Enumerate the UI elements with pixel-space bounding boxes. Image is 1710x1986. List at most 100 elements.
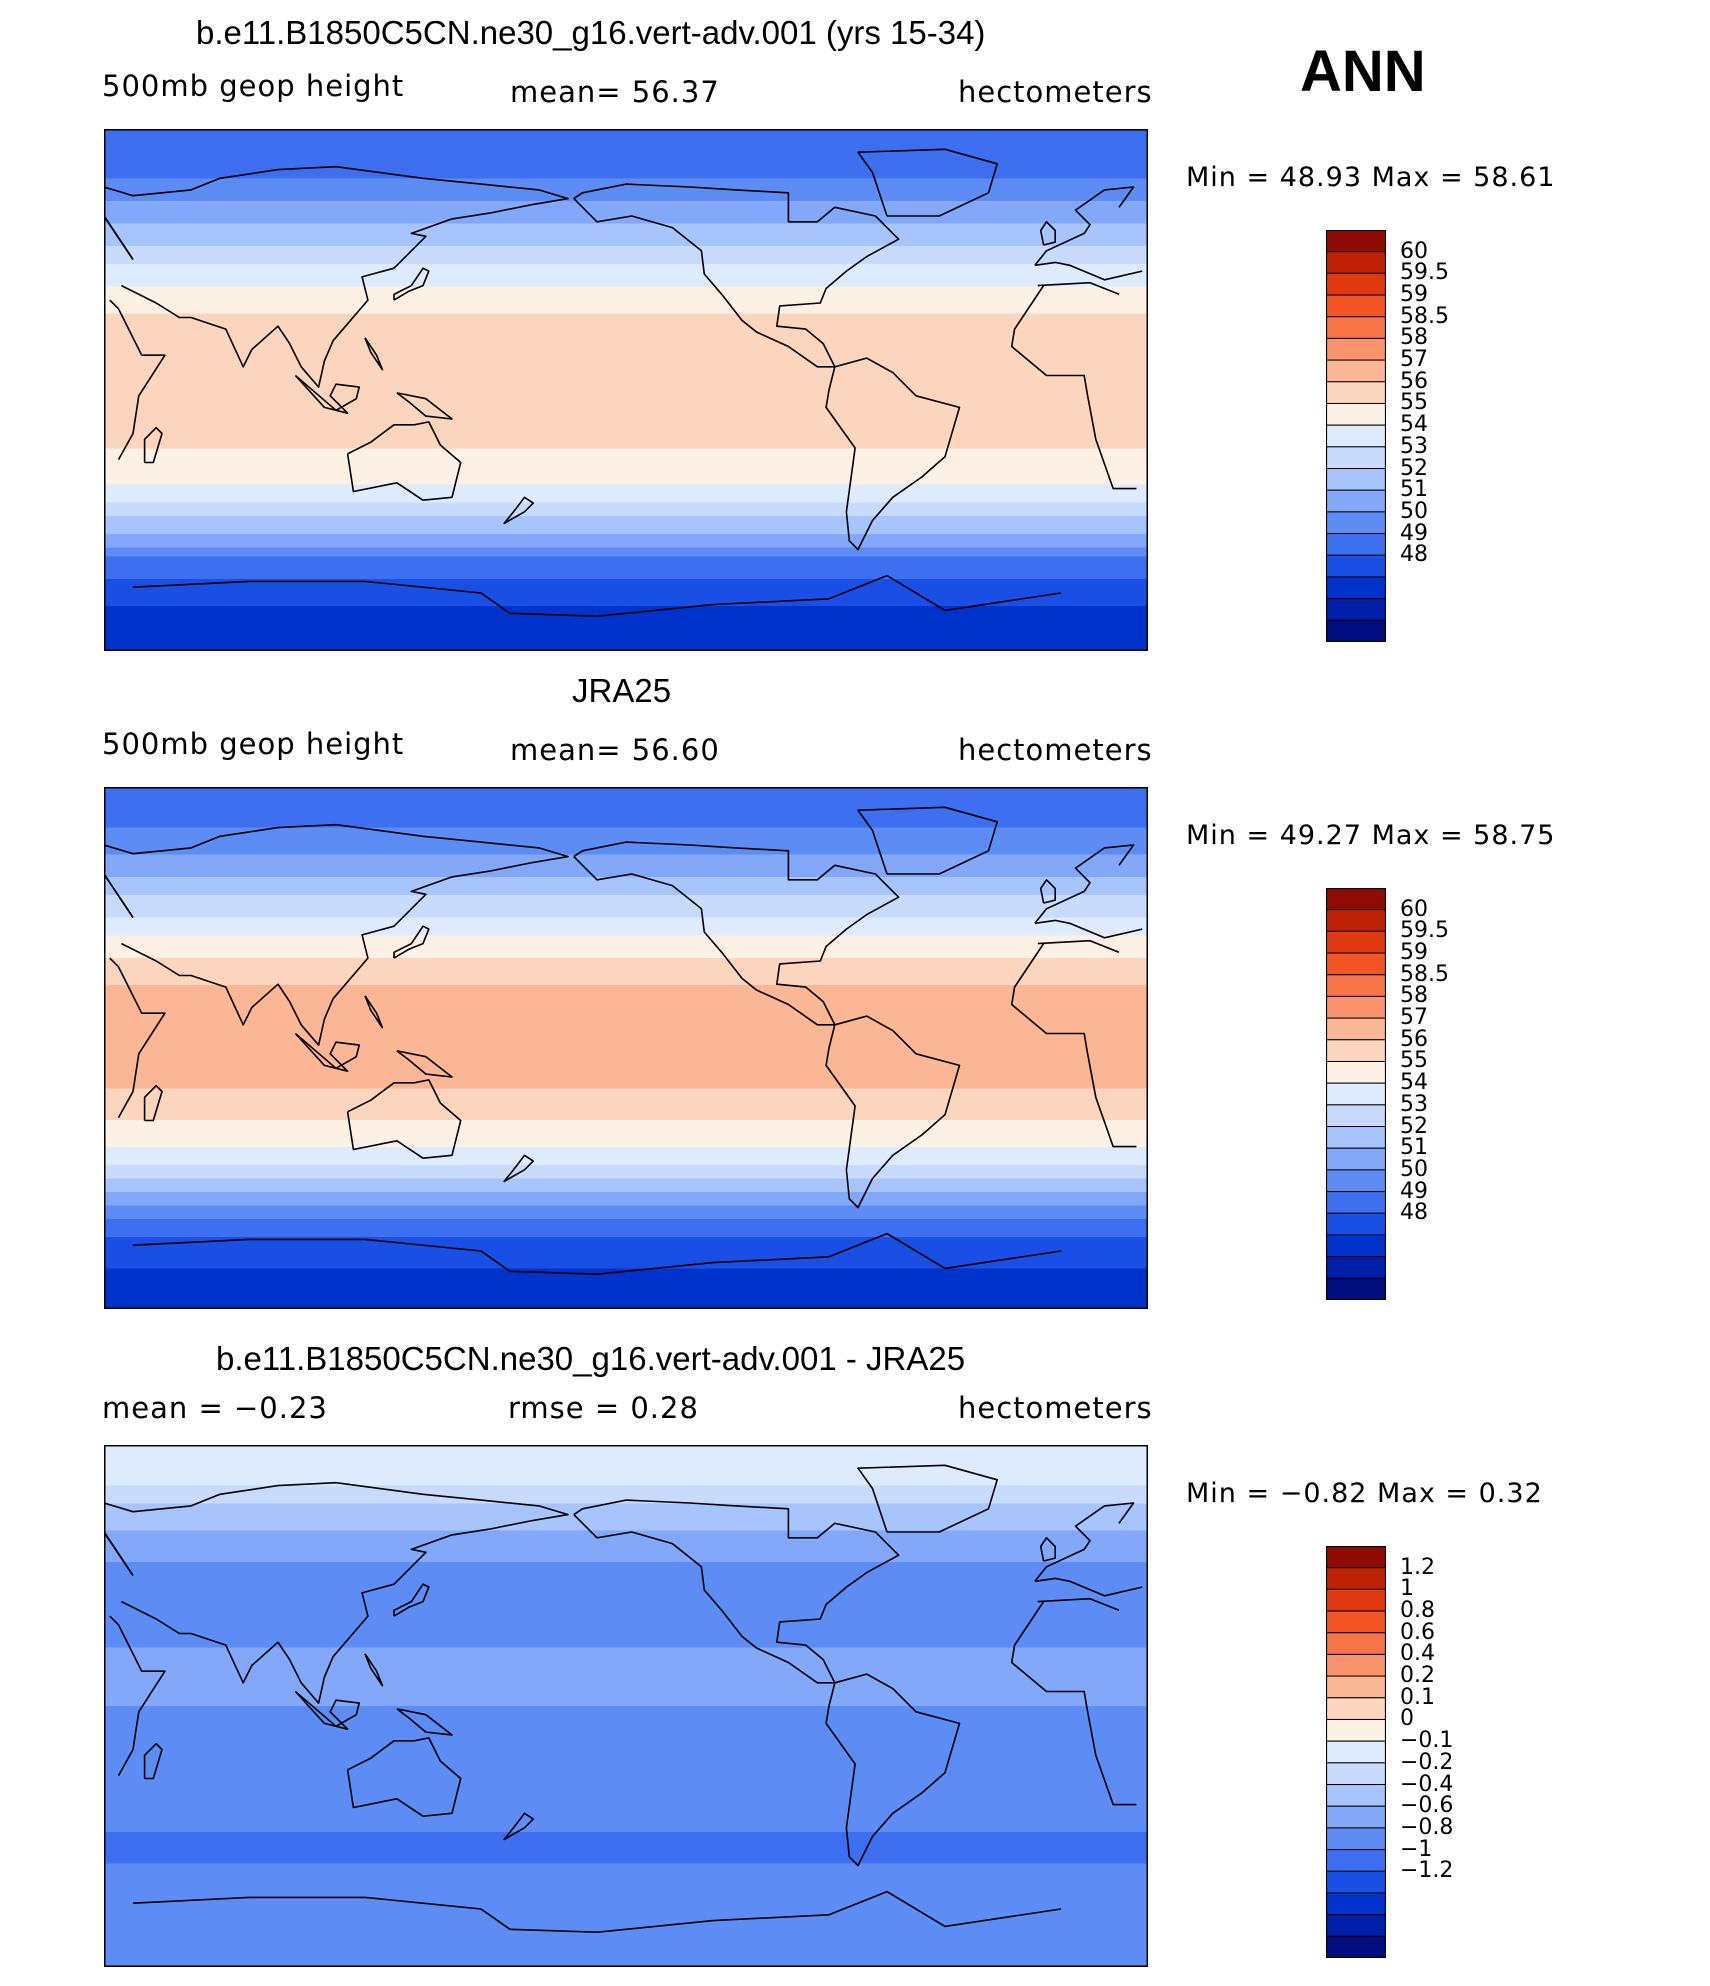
coastline-segment: [1010, 285, 1137, 490]
colorbar-tick-label: 59: [1400, 940, 1428, 966]
contour-band: [104, 935, 1148, 941]
contour-band: [104, 1589, 1148, 1595]
colorbar-box: [1326, 1870, 1386, 1894]
contour-band: [104, 183, 1148, 189]
contour-band: [104, 313, 1148, 319]
contour-band: [104, 1872, 1148, 1878]
contour-map: [104, 129, 1148, 651]
contour-band: [104, 1575, 1148, 1581]
contour-band: [104, 1755, 1148, 1761]
contour-band: [104, 1503, 1148, 1509]
contour-band: [104, 908, 1148, 914]
contour-band: [104, 592, 1148, 598]
contour-band: [104, 944, 1148, 950]
contour-band: [104, 628, 1148, 634]
contour-band: [104, 1458, 1148, 1464]
coastline-namerica: [573, 841, 900, 1026]
contour-band: [104, 1922, 1148, 1928]
coastline-segment: [1037, 281, 1120, 296]
colorbar-box: [1326, 359, 1386, 383]
colorbar-box: [1326, 316, 1386, 339]
contour-band: [104, 1476, 1148, 1482]
contour-band: [104, 1282, 1148, 1288]
contour-band: [104, 1183, 1148, 1189]
colorbar-box: [1326, 1169, 1386, 1193]
contour-band: [104, 1607, 1148, 1613]
colorbar-box: [1326, 1256, 1386, 1279]
coastline-segment: [1039, 1537, 1057, 1562]
contour-band: [104, 1259, 1148, 1265]
colorbar-tick-label: −0.2: [1400, 1749, 1454, 1775]
coastline-segment: [132, 1232, 1062, 1276]
coastline-segment: [104, 823, 569, 1046]
contour-band: [104, 1088, 1148, 1094]
contour-band: [104, 322, 1148, 328]
mean-label: mean= 56.37: [510, 75, 720, 109]
contour-band: [104, 160, 1148, 166]
coastline-australia: [346, 421, 462, 502]
colorbar-tick-label: 53: [1400, 1091, 1428, 1117]
contour-band: [104, 430, 1148, 436]
coastline-segment: [109, 957, 166, 1118]
coastline-japan: [393, 925, 430, 959]
coastline-segment: [573, 183, 900, 368]
colorbar-box: [1326, 619, 1386, 642]
coastline-segment: [143, 426, 163, 464]
contour-band: [104, 1746, 1148, 1752]
colorbar-box: [1326, 1849, 1386, 1872]
contour-band: [104, 1250, 1148, 1256]
contour-band: [104, 480, 1148, 486]
contour-band: [104, 1007, 1148, 1013]
colorbar-box: [1326, 1740, 1386, 1764]
coastline-africa: [109, 281, 1137, 490]
contour-band: [104, 1566, 1148, 1572]
contour-band: [104, 823, 1148, 829]
contour-band: [104, 814, 1148, 820]
contour-band: [104, 1079, 1148, 1085]
colorbar-labels: 1.2 1 0.8 0.6 0.4 0.2 0.1 0 −0.1 −0.2 −0.4 −0.6 −0.8…: [1400, 1546, 1480, 1958]
contour-band: [104, 471, 1148, 477]
contour-band: [104, 196, 1148, 202]
contour-band: [104, 1584, 1148, 1590]
contour-band: [104, 899, 1148, 905]
coastline-segment: [104, 1481, 569, 1704]
colorbar-tick-label: −0.4: [1400, 1771, 1454, 1797]
contour-band: [104, 1255, 1148, 1261]
contour-band: [104, 787, 1148, 793]
coastline-namerica: [573, 183, 900, 368]
colorbar-box: [1326, 1060, 1386, 1084]
contour-band: [104, 1467, 1148, 1473]
coastline-antarctica: [132, 1232, 1062, 1276]
contour-band: [104, 1052, 1148, 1058]
contour-band: [104, 448, 1148, 454]
contour-band: [104, 841, 1148, 847]
contour-band: [104, 1670, 1148, 1676]
contour-band: [104, 1760, 1148, 1766]
coastline-philippines: [364, 1653, 384, 1687]
contour-band: [104, 1661, 1148, 1667]
contour-band: [104, 1133, 1148, 1139]
contour-band: [104, 1868, 1148, 1874]
coastline-segment: [503, 1154, 535, 1183]
colorbar-frame: [1326, 230, 1386, 642]
contour-band: [104, 1494, 1148, 1500]
contour-band: [104, 904, 1148, 910]
coastline-segment: [346, 421, 462, 502]
contour-band: [104, 484, 1148, 490]
units-label: hectometers: [958, 75, 1153, 109]
coastline-segment: [1037, 1597, 1120, 1612]
contour-band: [104, 165, 1148, 171]
contour-band: [104, 1070, 1148, 1076]
contour-band: [104, 1733, 1148, 1739]
coastline-britain: [1039, 221, 1057, 246]
contour-band: [104, 1764, 1148, 1770]
colorbar-tick-label: −0.6: [1400, 1793, 1454, 1819]
contour-band: [104, 340, 1148, 346]
coastline-japan: [393, 1583, 430, 1617]
contour-band: [104, 1805, 1148, 1811]
contour-band: [104, 1472, 1148, 1478]
contour-band: [104, 619, 1148, 625]
colorbar-box: [1326, 1892, 1386, 1916]
contour-band: [104, 250, 1148, 256]
contour-band: [104, 922, 1148, 928]
